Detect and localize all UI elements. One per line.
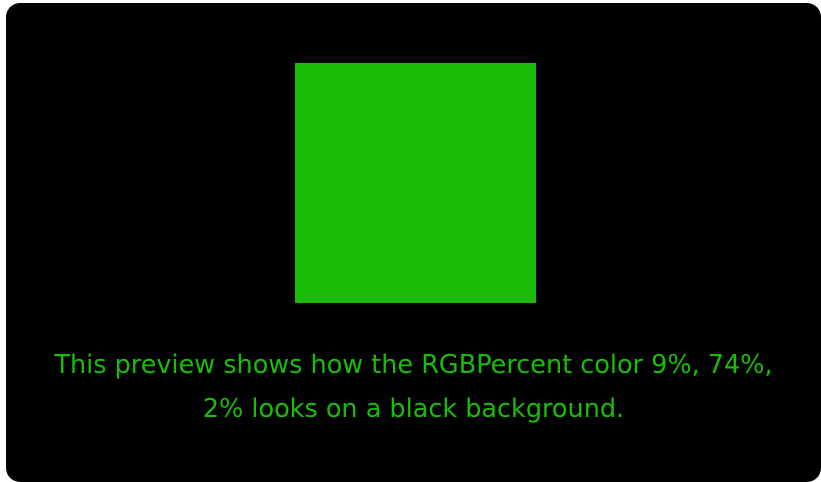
caption-line-1: This preview shows how the RGBPercent co… [54, 350, 773, 380]
caption-line-2: 2% looks on a black background. [202, 394, 625, 424]
preview-caption: This preview shows how the RGBPercent co… [6, 343, 821, 431]
color-preview-panel: This preview shows how the RGBPercent co… [6, 3, 821, 482]
color-swatch [295, 63, 536, 303]
